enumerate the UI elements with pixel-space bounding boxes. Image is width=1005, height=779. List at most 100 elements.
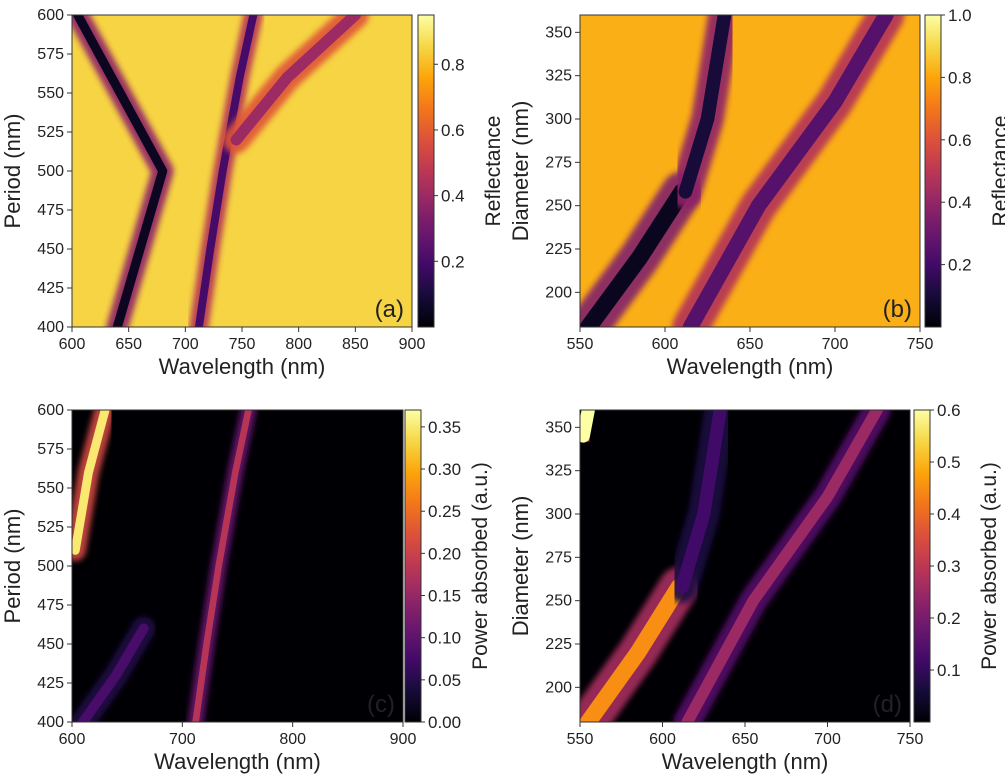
x-tick-label: 650: [732, 731, 759, 748]
colorbar-tick-label: 0.20: [428, 544, 461, 563]
y-tick-label: 300: [545, 506, 572, 523]
y-tick-label: 250: [545, 593, 572, 610]
x-tick-label: 850: [342, 336, 369, 353]
colorbar-label: Reflectance: [482, 116, 505, 227]
feature-band-2: [230, 15, 361, 146]
feature-band-0: [72, 410, 110, 555]
feature-band-1: [675, 410, 727, 594]
colorbar-tick-label: 0.05: [428, 671, 461, 690]
x-tick-label: 650: [115, 336, 142, 353]
y-tick-label: 325: [545, 463, 572, 480]
y-tick-label: 400: [37, 714, 64, 731]
colorbar-tick-label: 0.2: [948, 256, 972, 275]
feature-band-2: [192, 410, 252, 722]
feature-band-2: [681, 410, 883, 722]
x-tick-label: 550: [567, 336, 594, 353]
colorbar-tick-label: 0.2: [441, 252, 465, 271]
panel-label: (d): [873, 691, 902, 718]
feature-band-0: [580, 183, 691, 327]
x-tick-label: 700: [172, 336, 199, 353]
y-tick-label: 350: [545, 419, 572, 436]
colorbar-tick-label: 0.4: [948, 193, 972, 212]
colorbar-tick-label: 0.6: [937, 401, 961, 420]
colorbar-tick-label: 0.6: [948, 131, 972, 150]
colorbar-tick-label: 0.4: [441, 187, 465, 206]
feature-band-1: [678, 15, 732, 199]
y-tick-label: 525: [37, 124, 64, 141]
y-tick-label: 475: [37, 202, 64, 219]
colorbar-tick-label: 0.8: [948, 68, 972, 87]
y-tick-label: 200: [545, 284, 572, 301]
y-tick-label: 300: [545, 111, 572, 128]
y-tick-label: 450: [37, 636, 64, 653]
y-tick-label: 600: [37, 7, 64, 24]
x-tick-label: 650: [737, 336, 764, 353]
panel-label: (c): [367, 691, 395, 718]
colorbar-tick-label: 1.0: [948, 6, 972, 25]
x-tick-label: 900: [390, 731, 417, 748]
y-axis-label: Period (nm): [0, 114, 25, 229]
x-tick-label: 750: [907, 336, 934, 353]
colorbar-tick-label: 0.25: [428, 502, 461, 521]
x-tick-label: 750: [229, 336, 256, 353]
y-tick-label: 250: [545, 198, 572, 215]
feature-band-0: [580, 578, 688, 722]
y-tick-label: 500: [37, 558, 64, 575]
y-tick-label: 275: [545, 154, 572, 171]
colorbar-tick-label: 0.30: [428, 460, 461, 479]
feature-band-3: [580, 410, 595, 443]
colorbar-tick-label: 0.6: [441, 121, 465, 140]
y-tick-label: 475: [37, 597, 64, 614]
y-tick-label: 575: [37, 441, 64, 458]
heatmap-area: [580, 410, 910, 722]
x-tick-label: 800: [285, 336, 312, 353]
colorbar-tick-label: 0.00: [428, 713, 461, 732]
y-tick-label: 325: [545, 68, 572, 85]
colorbar-label: Power absorbed (a.u.): [469, 462, 492, 670]
x-tick-label: 600: [59, 731, 86, 748]
feature-band-0: [73, 15, 168, 327]
x-axis-label: Wavelength (nm): [662, 749, 829, 774]
y-tick-label: 275: [545, 549, 572, 566]
colorbar-tick-label: 0.8: [441, 55, 465, 74]
y-tick-label: 225: [545, 636, 572, 653]
y-tick-label: 550: [37, 85, 64, 102]
y-tick-label: 550: [37, 480, 64, 497]
x-tick-label: 600: [59, 336, 86, 353]
x-tick-label: 700: [822, 336, 849, 353]
colorbar: [404, 409, 422, 723]
panel-3: 550 600 650 700 750 200 225 250 275 300 325 350 Wave…: [508, 401, 1001, 774]
colorbar: [924, 14, 942, 328]
feature-band-1: [78, 623, 149, 722]
panel-1: 550 600 650 700 750 200 225 250 275 300 325 350 Wave…: [508, 6, 1005, 379]
x-axis-label: Wavelength (nm): [159, 354, 326, 379]
colorbar: [417, 14, 435, 328]
colorbar-tick-label: 0.3: [937, 557, 961, 576]
heatmap-area: [72, 15, 412, 327]
y-tick-label: 225: [545, 241, 572, 258]
heatmap-area: [580, 15, 920, 327]
panel-0: 600 650 700 750 800 850 900 400 425 450 475 500 525 5…: [0, 7, 505, 379]
panel-label: (b): [883, 296, 912, 323]
feature-band-2: [682, 15, 894, 327]
y-tick-label: 425: [37, 675, 64, 692]
y-axis-label: Diameter (nm): [508, 101, 533, 242]
x-tick-label: 600: [652, 336, 679, 353]
feature-band-1: [194, 15, 258, 327]
colorbar-tick-label: 0.1: [937, 661, 961, 680]
y-tick-label: 400: [37, 319, 64, 336]
y-tick-label: 600: [37, 402, 64, 419]
y-axis-label: Period (nm): [0, 509, 25, 624]
y-tick-label: 425: [37, 280, 64, 297]
colorbar-tick-label: 0.10: [428, 629, 461, 648]
y-tick-label: 450: [37, 241, 64, 258]
x-tick-label: 700: [814, 731, 841, 748]
x-tick-label: 750: [897, 731, 924, 748]
colorbar-label: Power absorbed (a.u.): [978, 462, 1001, 670]
colorbar-tick-label: 0.2: [937, 609, 961, 628]
colorbar-tick-label: 0.5: [937, 453, 961, 472]
x-axis-label: Wavelength (nm): [154, 749, 321, 774]
y-axis-label: Diameter (nm): [508, 496, 533, 637]
x-tick-label: 900: [399, 336, 426, 353]
